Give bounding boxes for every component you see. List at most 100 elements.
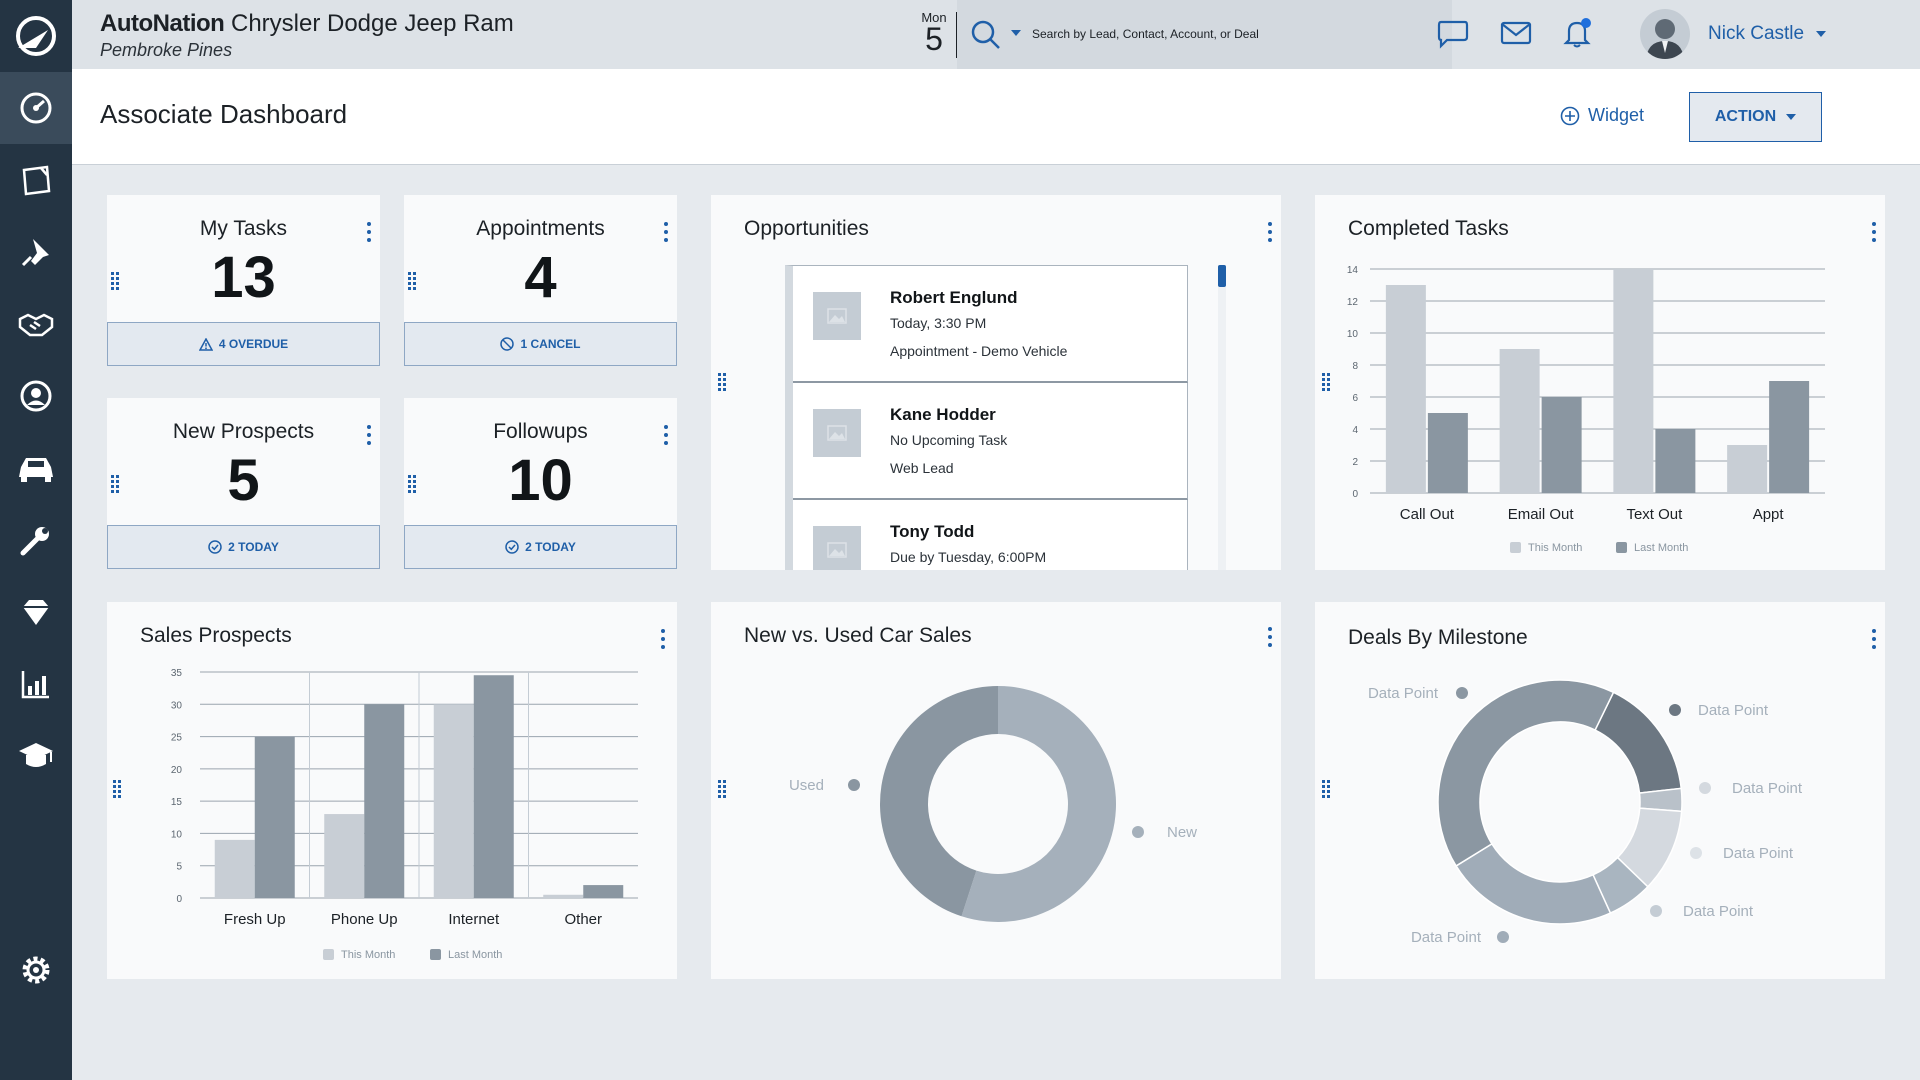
brand[interactable]: AutoNation Chrysler Dodge Jeep Ram Pembr… bbox=[100, 10, 514, 61]
sidebar-item-pin[interactable] bbox=[0, 216, 72, 288]
notification-bell-icon[interactable] bbox=[1561, 16, 1595, 50]
drag-handle-icon[interactable] bbox=[408, 272, 416, 290]
scrollbar[interactable] bbox=[1218, 265, 1226, 570]
kebab-menu-icon[interactable] bbox=[1870, 222, 1878, 246]
completed-tasks-widget: Completed Tasks 0 2 4 6 8 10 12 14 Call Out Email… bbox=[1315, 195, 1885, 570]
chevron-down-icon[interactable] bbox=[1011, 30, 1021, 36]
drag-handle-icon[interactable] bbox=[408, 475, 416, 493]
drag-handle-icon[interactable] bbox=[111, 475, 119, 493]
stat-footer[interactable]: 2 TODAY bbox=[404, 525, 677, 569]
image-placeholder-icon bbox=[813, 409, 861, 457]
action-button[interactable]: ACTION bbox=[1689, 92, 1822, 142]
sidebar-item-deals[interactable] bbox=[0, 288, 72, 360]
pie-label: Data Point bbox=[1683, 903, 1754, 920]
stat-title: Appointments bbox=[476, 217, 605, 240]
y-tick-label: 10 bbox=[1347, 329, 1359, 340]
bar bbox=[1769, 381, 1810, 493]
sidebar-item-dashboard[interactable] bbox=[0, 72, 72, 144]
search-input[interactable] bbox=[1032, 22, 1432, 46]
sidebar-item-reports[interactable] bbox=[0, 648, 72, 720]
x-tick-label: Text Out bbox=[1626, 506, 1683, 523]
pie-slice bbox=[1455, 842, 1612, 925]
legend-dot bbox=[1669, 704, 1681, 716]
search-area bbox=[957, 0, 1452, 69]
pin-icon bbox=[21, 239, 49, 267]
opportunity-status: Today, 3:30 PM bbox=[890, 315, 987, 331]
drag-handle-icon[interactable] bbox=[1322, 373, 1330, 391]
chevron-down-icon[interactable] bbox=[1816, 31, 1826, 37]
add-widget-button[interactable]: Widget bbox=[1560, 105, 1644, 126]
user-avatar-icon bbox=[1646, 19, 1684, 59]
training-icon bbox=[19, 743, 53, 767]
sidebar-item-settings[interactable] bbox=[0, 934, 72, 1006]
legend-label: Last Month bbox=[1634, 542, 1688, 554]
chat-icon[interactable] bbox=[1437, 19, 1469, 49]
stat-footer[interactable]: 4 OVERDUE bbox=[107, 322, 380, 366]
legend-label: This Month bbox=[1528, 542, 1582, 554]
drag-handle-icon[interactable] bbox=[718, 780, 726, 798]
kebab-menu-icon[interactable] bbox=[662, 425, 670, 449]
opportunity-status: Due by Tuesday, 6:00PM bbox=[890, 549, 1047, 565]
list-item[interactable]: Kane Hodder No Upcoming Task Web Lead bbox=[793, 383, 1188, 500]
bar bbox=[254, 736, 295, 898]
opportunity-type: Web Lead bbox=[890, 460, 954, 476]
stat-footer[interactable]: 2 TODAY bbox=[107, 525, 380, 569]
bar bbox=[433, 704, 474, 898]
legend-label: This Month bbox=[341, 949, 395, 961]
dealer-location: Pembroke Pines bbox=[100, 40, 233, 60]
kebab-menu-icon[interactable] bbox=[1870, 629, 1878, 653]
y-tick-label: 35 bbox=[171, 668, 183, 679]
scrollbar-thumb[interactable] bbox=[1218, 265, 1226, 287]
legend-dot bbox=[1699, 782, 1711, 794]
stat-value: 10 bbox=[508, 448, 573, 513]
wrench-icon bbox=[20, 527, 49, 556]
top-bar: AutoNation Chrysler Dodge Jeep Ram Pembr… bbox=[72, 0, 1920, 69]
legend-dot bbox=[1690, 847, 1702, 859]
kebab-menu-icon[interactable] bbox=[365, 425, 373, 449]
image-placeholder-icon bbox=[813, 526, 861, 570]
legend-swatch bbox=[1510, 542, 1521, 553]
stat-card-my-tasks[interactable]: My Tasks 13 4 OVERDUE bbox=[107, 195, 380, 366]
avatar[interactable] bbox=[1640, 9, 1690, 59]
kebab-menu-icon[interactable] bbox=[1266, 627, 1274, 651]
sidebar-item-loyalty[interactable] bbox=[0, 576, 72, 648]
y-tick-label: 15 bbox=[171, 797, 183, 808]
stat-card-new-prospects[interactable]: New Prospects 5 2 TODAY bbox=[107, 398, 380, 569]
drag-handle-icon[interactable] bbox=[718, 373, 726, 391]
stat-card-followups[interactable]: Followups 10 2 TODAY bbox=[404, 398, 677, 569]
bar bbox=[1613, 269, 1654, 493]
list-item[interactable]: Tony Todd Due by Tuesday, 6:00PM bbox=[793, 500, 1188, 570]
kebab-menu-icon[interactable] bbox=[1266, 222, 1274, 246]
car-icon bbox=[19, 458, 53, 482]
x-tick-label: Appt bbox=[1753, 506, 1785, 523]
stat-card-appointments[interactable]: Appointments 4 1 CANCEL bbox=[404, 195, 677, 366]
legend-dot bbox=[848, 779, 860, 791]
search-icon[interactable] bbox=[971, 20, 1001, 50]
contact-icon bbox=[20, 380, 52, 412]
sidebar-item-notes[interactable] bbox=[0, 144, 72, 216]
autonation-logo-icon[interactable] bbox=[0, 0, 72, 72]
stat-value: 13 bbox=[211, 245, 276, 310]
y-tick-label: 8 bbox=[1352, 361, 1358, 372]
list-item[interactable]: Robert Englund Today, 3:30 PM Appointmen… bbox=[793, 266, 1188, 383]
bar bbox=[1385, 285, 1426, 493]
user-name[interactable]: Nick Castle bbox=[1708, 23, 1805, 44]
drag-handle-icon[interactable] bbox=[113, 780, 121, 798]
drag-handle-icon[interactable] bbox=[111, 272, 119, 290]
pie-label: Data Point bbox=[1723, 845, 1794, 862]
kebab-menu-icon[interactable] bbox=[365, 222, 373, 246]
new-vs-used-widget: New vs. Used Car Sales New Used bbox=[711, 602, 1281, 979]
pie-slice bbox=[880, 686, 998, 917]
sidebar-item-training[interactable] bbox=[0, 720, 72, 792]
pie-label: Data Point bbox=[1698, 702, 1769, 719]
mail-icon[interactable] bbox=[1500, 19, 1532, 47]
drag-handle-icon[interactable] bbox=[1322, 780, 1330, 798]
legend-dot bbox=[1650, 905, 1662, 917]
pie-slice bbox=[1437, 679, 1615, 867]
sidebar-item-inventory[interactable] bbox=[0, 432, 72, 504]
sidebar-item-contacts[interactable] bbox=[0, 360, 72, 432]
stat-footer[interactable]: 1 CANCEL bbox=[404, 322, 677, 366]
sidebar-item-service[interactable] bbox=[0, 504, 72, 576]
kebab-menu-icon[interactable] bbox=[662, 222, 670, 246]
kebab-menu-icon[interactable] bbox=[659, 629, 667, 653]
